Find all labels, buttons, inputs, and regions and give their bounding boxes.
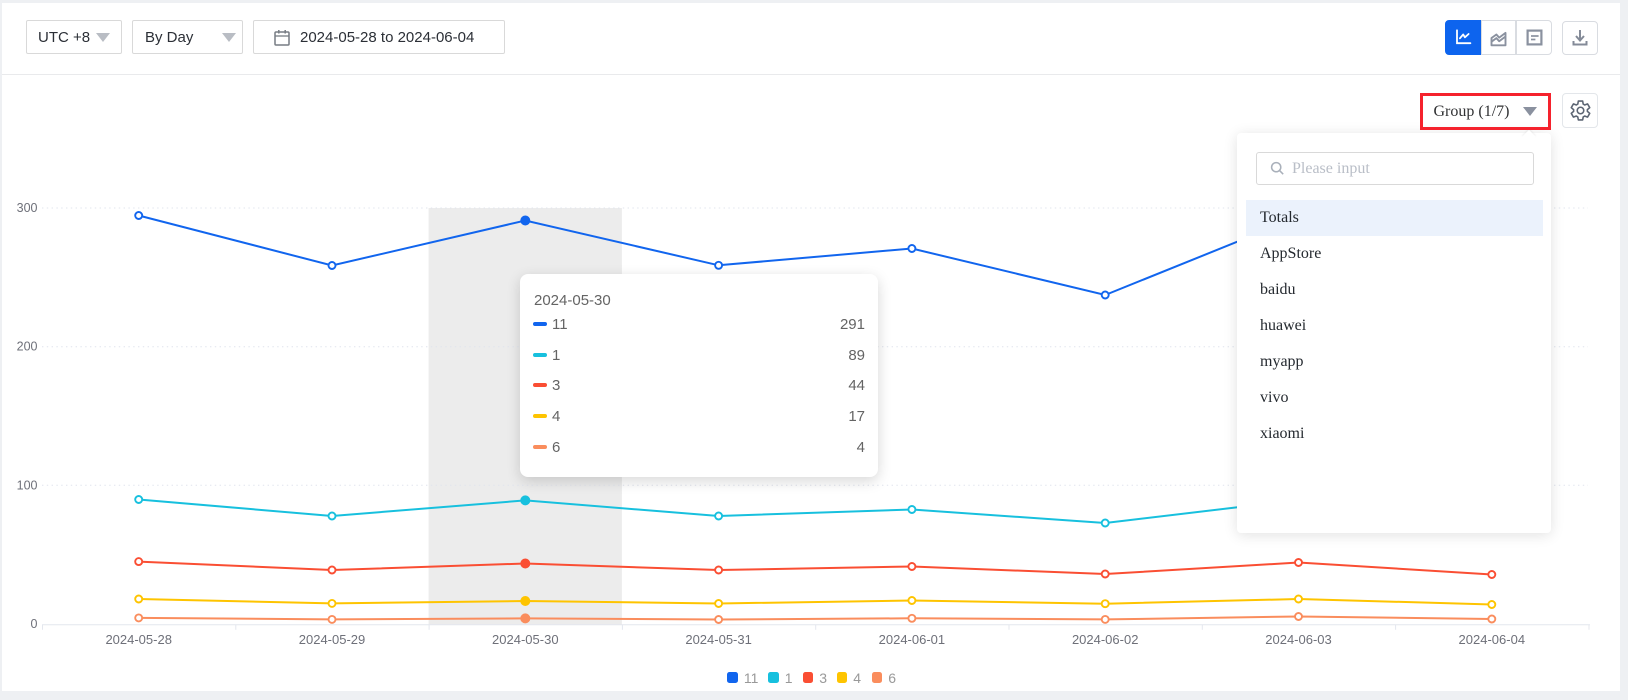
svg-text:2024-06-04: 2024-06-04 bbox=[1459, 632, 1526, 647]
svg-text:2024-05-29: 2024-05-29 bbox=[299, 632, 366, 647]
svg-text:2024-06-01: 2024-06-01 bbox=[879, 632, 946, 647]
svg-text:100: 100 bbox=[17, 478, 38, 492]
svg-text:0: 0 bbox=[31, 617, 38, 631]
svg-text:200: 200 bbox=[17, 340, 38, 354]
svg-text:2024-05-31: 2024-05-31 bbox=[685, 632, 752, 647]
svg-text:300: 300 bbox=[17, 201, 38, 215]
svg-text:2024-05-30: 2024-05-30 bbox=[492, 632, 559, 647]
svg-text:2024-06-03: 2024-06-03 bbox=[1265, 632, 1332, 647]
svg-text:2024-06-02: 2024-06-02 bbox=[1072, 632, 1139, 647]
svg-text:2024-05-28: 2024-05-28 bbox=[105, 632, 172, 647]
